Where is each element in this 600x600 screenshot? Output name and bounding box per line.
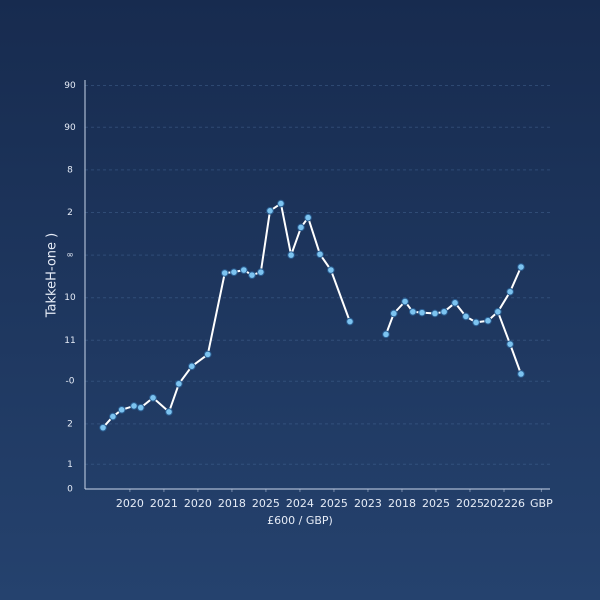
data-point bbox=[220, 269, 229, 277]
x-tick-label: GBP bbox=[530, 497, 553, 510]
y-tick-label: 2 bbox=[67, 208, 73, 218]
x-tick-label: 2025 bbox=[456, 497, 484, 510]
data-point bbox=[149, 394, 157, 402]
data-point bbox=[462, 312, 470, 321]
data-point bbox=[401, 297, 409, 306]
data-point bbox=[418, 308, 426, 317]
data-point bbox=[136, 403, 145, 412]
data-point bbox=[517, 263, 525, 271]
data-point bbox=[266, 206, 274, 215]
data-point bbox=[517, 370, 525, 378]
x-tick-label: 2023 bbox=[354, 497, 382, 510]
y-tick-label: 1 bbox=[67, 460, 73, 470]
data-point bbox=[472, 318, 480, 327]
data-point bbox=[240, 266, 248, 274]
x-tick-label: 2025 bbox=[320, 497, 348, 510]
y-tick-label: 90 bbox=[64, 123, 76, 133]
data-point bbox=[494, 307, 502, 316]
data-point bbox=[130, 402, 138, 410]
x-tick-label: 2024 bbox=[286, 497, 314, 510]
data-point bbox=[382, 330, 390, 339]
data-point bbox=[287, 251, 295, 259]
data-point bbox=[109, 412, 117, 421]
x-tick-label: 2025 bbox=[252, 497, 280, 510]
y-tick-label: 0 bbox=[67, 485, 73, 495]
y-tick-label: 10 bbox=[64, 293, 76, 303]
data-point bbox=[506, 340, 514, 348]
data-point bbox=[304, 213, 312, 222]
y-tick-label: 8 bbox=[67, 165, 73, 175]
data-point bbox=[99, 423, 107, 432]
x-tick-label: 202226 bbox=[483, 497, 525, 510]
data-point bbox=[257, 268, 265, 276]
data-point bbox=[389, 309, 398, 318]
data-point bbox=[327, 266, 335, 274]
plot-area: 0 1 2 -0 11 10 ∞ 2 8 90 90 2020 2021 2020 2018 2025 2024… bbox=[64, 80, 553, 510]
data-point bbox=[346, 317, 354, 326]
x-tick-label: 2020 bbox=[116, 497, 144, 510]
data-point bbox=[440, 307, 448, 316]
x-tick-label: 2020 bbox=[184, 497, 212, 510]
data-point bbox=[248, 271, 256, 279]
data-point bbox=[297, 223, 305, 232]
data-point bbox=[230, 268, 238, 276]
y-tick-label: 2 bbox=[67, 419, 73, 429]
data-point bbox=[409, 307, 417, 316]
data-point bbox=[187, 362, 196, 371]
y-tick-label: 90 bbox=[64, 81, 76, 91]
data-point bbox=[175, 379, 183, 388]
data-point bbox=[506, 287, 514, 296]
x-tick-label: 2025 bbox=[422, 497, 450, 510]
data-point bbox=[451, 299, 459, 307]
x-axis-title: £600 / GBP) bbox=[267, 514, 333, 527]
x-tick-label: 2018 bbox=[388, 497, 416, 510]
y-tick-label: 11 bbox=[64, 336, 75, 346]
y-tick-label: ∞ bbox=[66, 251, 74, 261]
y-axis-title: TakkeH-one ) bbox=[45, 233, 60, 318]
data-point bbox=[431, 309, 439, 318]
data-point bbox=[316, 250, 324, 259]
data-point bbox=[203, 350, 212, 359]
x-tick-label: 2018 bbox=[218, 497, 246, 510]
x-tick-label: 2021 bbox=[150, 497, 178, 510]
data-point bbox=[165, 408, 173, 416]
data-point bbox=[117, 405, 126, 414]
y-tick-label: -0 bbox=[66, 377, 75, 387]
data-point bbox=[484, 316, 492, 325]
data-point bbox=[277, 199, 285, 208]
